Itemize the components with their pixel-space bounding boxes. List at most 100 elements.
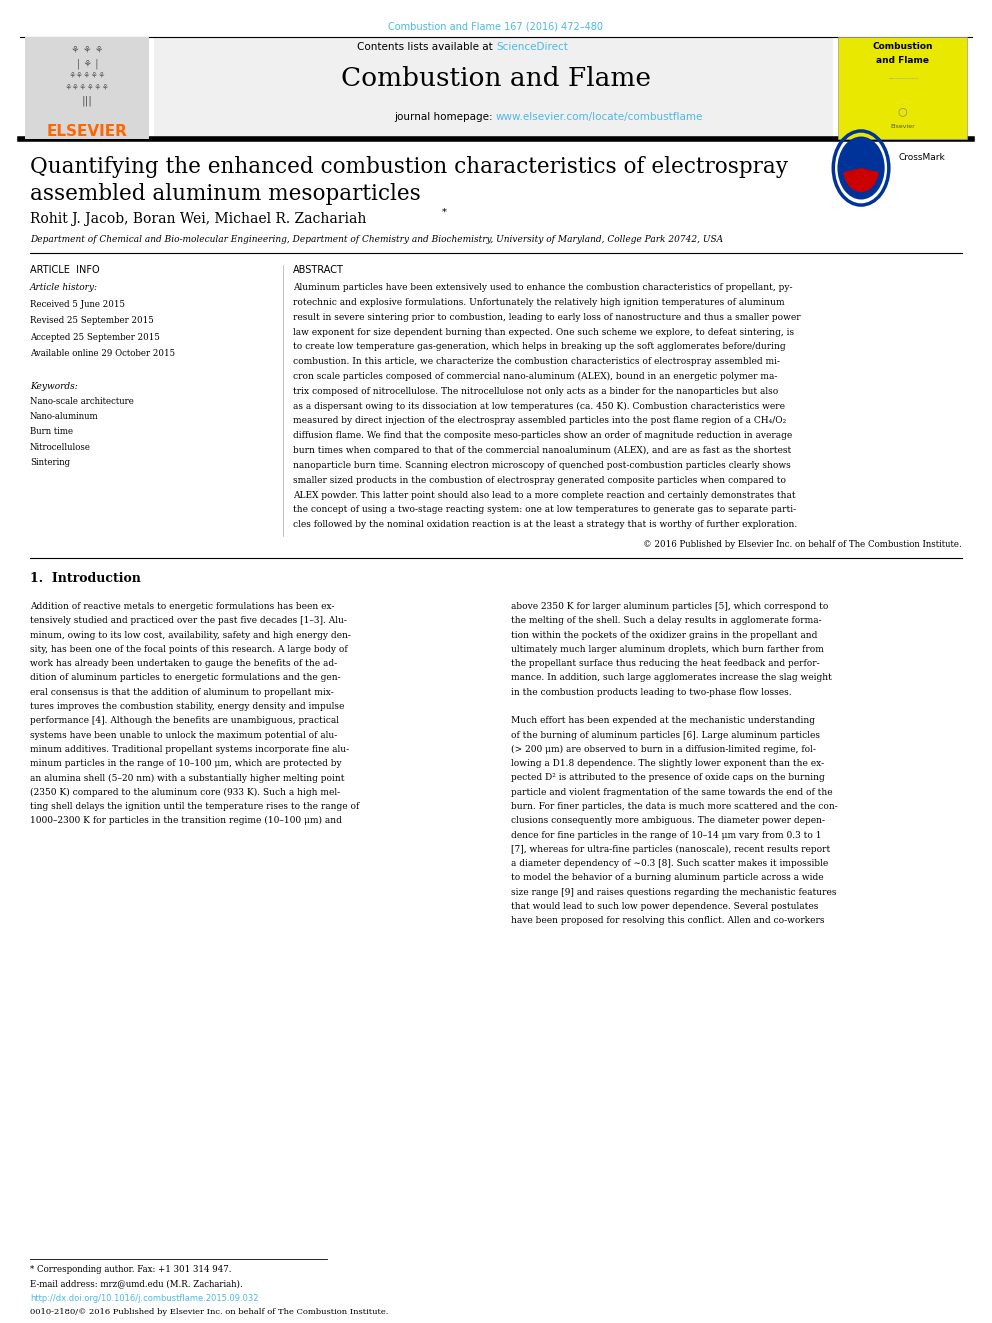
Text: in the combustion products leading to two-phase flow losses.: in the combustion products leading to tw… [511, 688, 792, 697]
Text: ○: ○ [891, 106, 915, 116]
Text: work has already been undertaken to gauge the benefits of the ad-: work has already been undertaken to gaug… [30, 659, 337, 668]
Text: ELSEVIER: ELSEVIER [47, 124, 128, 139]
Text: www.elsevier.com/locate/combustflame: www.elsevier.com/locate/combustflame [496, 112, 703, 123]
Text: performance [4]. Although the benefits are unambiguous, practical: performance [4]. Although the benefits a… [30, 716, 338, 725]
Text: 1.  Introduction: 1. Introduction [30, 572, 141, 585]
Text: lowing a D1.8 dependence. The slightly lower exponent than the ex-: lowing a D1.8 dependence. The slightly l… [511, 759, 824, 769]
Text: * Corresponding author. Fax: +1 301 314 947.: * Corresponding author. Fax: +1 301 314 … [30, 1265, 231, 1274]
Text: eral consensus is that the addition of aluminum to propellant mix-: eral consensus is that the addition of a… [30, 688, 333, 697]
Text: above 2350 K for larger aluminum particles [5], which correspond to: above 2350 K for larger aluminum particl… [511, 602, 828, 611]
Text: dence for fine particles in the range of 10–14 μm vary from 0.3 to 1: dence for fine particles in the range of… [511, 831, 821, 840]
Text: (> 200 μm) are observed to burn in a diffusion-limited regime, fol-: (> 200 μm) are observed to burn in a dif… [511, 745, 815, 754]
Text: Revised 25 September 2015: Revised 25 September 2015 [30, 316, 154, 325]
Text: and Flame: and Flame [876, 56, 930, 65]
Text: mance. In addition, such large agglomerates increase the slag weight: mance. In addition, such large agglomera… [511, 673, 831, 683]
Text: Keywords:: Keywords: [30, 381, 77, 390]
Text: the propellant surface thus reducing the heat feedback and perfor-: the propellant surface thus reducing the… [511, 659, 819, 668]
Text: sity, has been one of the focal points of this research. A large body of: sity, has been one of the focal points o… [30, 644, 347, 654]
Text: the concept of using a two-stage reacting system: one at low temperatures to gen: the concept of using a two-stage reactin… [293, 505, 796, 515]
Text: Nitrocellulose: Nitrocellulose [30, 442, 90, 451]
Text: Nano-scale architecture: Nano-scale architecture [30, 397, 134, 406]
Text: ARTICLE  INFO: ARTICLE INFO [30, 265, 99, 275]
FancyBboxPatch shape [154, 37, 833, 139]
Text: particle and violent fragmentation of the same towards the end of the: particle and violent fragmentation of th… [511, 787, 832, 796]
Text: diffusion flame. We find that the composite meso-particles show an order of magn: diffusion flame. We find that the compos… [293, 431, 792, 441]
Text: ScienceDirect: ScienceDirect [496, 42, 567, 53]
Text: Contents lists available at: Contents lists available at [357, 42, 496, 53]
Text: combustion. In this article, we characterize the combustion characteristics of e: combustion. In this article, we characte… [293, 357, 780, 366]
Text: © 2016 Published by Elsevier Inc. on behalf of The Combustion Institute.: © 2016 Published by Elsevier Inc. on beh… [644, 540, 962, 549]
Text: burn times when compared to that of the commercial nanoaluminum (ALEX), and are : burn times when compared to that of the … [293, 446, 791, 455]
Text: tensively studied and practiced over the past five decades [1–3]. Alu-: tensively studied and practiced over the… [30, 617, 346, 626]
Wedge shape [843, 168, 879, 192]
Text: Nano-aluminum: Nano-aluminum [30, 413, 98, 421]
Text: pected D² is attributed to the presence of oxide caps on the burning: pected D² is attributed to the presence … [511, 774, 824, 782]
Text: ALEX powder. This latter point should also lead to a more complete reaction and : ALEX powder. This latter point should al… [293, 491, 796, 500]
Text: 1000–2300 K for particles in the transition regime (10–100 μm) and: 1000–2300 K for particles in the transit… [30, 816, 341, 826]
Text: 0010-2180/© 2016 Published by Elsevier Inc. on behalf of The Combustion Institut: 0010-2180/© 2016 Published by Elsevier I… [30, 1308, 388, 1316]
Text: E-mail address: mrz@umd.edu (M.R. Zachariah).: E-mail address: mrz@umd.edu (M.R. Zachar… [30, 1279, 242, 1289]
Text: ⚘⚘⚘⚘⚘: ⚘⚘⚘⚘⚘ [68, 71, 106, 81]
Text: CrossMark: CrossMark [899, 153, 945, 161]
Text: Sintering: Sintering [30, 458, 69, 467]
Text: clusions consequently more ambiguous. The diameter power depen-: clusions consequently more ambiguous. Th… [511, 816, 825, 826]
Text: ⚘⚘⚘⚘⚘⚘: ⚘⚘⚘⚘⚘⚘ [64, 83, 110, 93]
Text: ⚘ ⚘ ⚘: ⚘ ⚘ ⚘ [71, 45, 103, 56]
Text: burn. For finer particles, the data is much more scattered and the con-: burn. For finer particles, the data is m… [511, 802, 837, 811]
Text: as a dispersant owing to its dissociation at low temperatures (ca. 450 K). Combu: as a dispersant owing to its dissociatio… [293, 402, 785, 410]
Text: |||: ||| [82, 95, 92, 106]
Text: tion within the pockets of the oxidizer grains in the propellant and: tion within the pockets of the oxidizer … [511, 631, 817, 639]
Text: Combustion and Flame 167 (2016) 472–480: Combustion and Flame 167 (2016) 472–480 [389, 21, 603, 32]
Text: tures improves the combustion stability, energy density and impulse: tures improves the combustion stability,… [30, 703, 344, 710]
Text: dition of aluminum particles to energetic formulations and the gen-: dition of aluminum particles to energeti… [30, 673, 340, 683]
Text: the melting of the shell. Such a delay results in agglomerate forma-: the melting of the shell. Such a delay r… [511, 617, 821, 626]
Text: Accepted 25 September 2015: Accepted 25 September 2015 [30, 332, 160, 341]
Text: [7], whereas for ultra-fine particles (nanoscale), recent results report: [7], whereas for ultra-fine particles (n… [511, 845, 830, 853]
Text: minum additives. Traditional propellant systems incorporate fine alu-: minum additives. Traditional propellant … [30, 745, 349, 754]
Text: Article history:: Article history: [30, 283, 98, 292]
Text: measured by direct injection of the electrospray assembled particles into the po: measured by direct injection of the elec… [293, 417, 786, 426]
Text: an alumina shell (5–20 nm) with a substantially higher melting point: an alumina shell (5–20 nm) with a substa… [30, 774, 344, 782]
Text: http://dx.doi.org/10.1016/j.combustflame.2015.09.032: http://dx.doi.org/10.1016/j.combustflame… [30, 1294, 258, 1303]
Text: systems have been unable to unlock the maximum potential of alu-: systems have been unable to unlock the m… [30, 730, 337, 740]
Text: ────────────: ──────────── [888, 77, 918, 81]
Text: Combustion and Flame: Combustion and Flame [341, 66, 651, 91]
Text: ultimately much larger aluminum droplets, which burn farther from: ultimately much larger aluminum droplets… [511, 644, 823, 654]
Text: Burn time: Burn time [30, 427, 72, 437]
Text: Quantifying the enhanced combustion characteristics of electrospray: Quantifying the enhanced combustion char… [30, 156, 788, 179]
Text: ABSTRACT: ABSTRACT [293, 265, 343, 275]
Text: Received 5 June 2015: Received 5 June 2015 [30, 299, 125, 308]
Text: journal homepage:: journal homepage: [394, 112, 496, 123]
Text: ting shell delays the ignition until the temperature rises to the range of: ting shell delays the ignition until the… [30, 802, 359, 811]
FancyBboxPatch shape [838, 37, 967, 139]
Text: have been proposed for resolving this conflict. Allen and co-workers: have been proposed for resolving this co… [511, 917, 824, 925]
Text: Rohit J. Jacob, Boran Wei, Michael R. Zachariah: Rohit J. Jacob, Boran Wei, Michael R. Za… [30, 212, 366, 226]
Text: | ⚘ |: | ⚘ | [76, 58, 98, 69]
Circle shape [837, 136, 885, 200]
Text: smaller sized products in the combustion of electrospray generated composite par: smaller sized products in the combustion… [293, 476, 786, 484]
Text: Much effort has been expended at the mechanistic understanding: Much effort has been expended at the mec… [511, 716, 814, 725]
Text: assembled aluminum mesoparticles: assembled aluminum mesoparticles [30, 183, 421, 205]
Text: Elsevier: Elsevier [891, 124, 915, 130]
Text: minum particles in the range of 10–100 μm, which are protected by: minum particles in the range of 10–100 μ… [30, 759, 341, 769]
Text: cron scale particles composed of commercial nano-aluminum (ALEX), bound in an en: cron scale particles composed of commerc… [293, 372, 777, 381]
Text: of the burning of aluminum particles [6]. Large aluminum particles: of the burning of aluminum particles [6]… [511, 730, 819, 740]
Text: a diameter dependency of ∼0.3 [8]. Such scatter makes it impossible: a diameter dependency of ∼0.3 [8]. Such … [511, 859, 828, 868]
Text: Available online 29 October 2015: Available online 29 October 2015 [30, 349, 175, 359]
Text: cles followed by the nominal oxidation reaction is at the least a strategy that : cles followed by the nominal oxidation r… [293, 520, 797, 529]
Text: (2350 K) compared to the aluminum core (933 K). Such a high mel-: (2350 K) compared to the aluminum core (… [30, 787, 340, 796]
Text: rotechnic and explosive formulations. Unfortunately the relatively high ignition: rotechnic and explosive formulations. Un… [293, 298, 785, 307]
Text: law exponent for size dependent burning than expected. One such scheme we explor: law exponent for size dependent burning … [293, 328, 794, 336]
FancyBboxPatch shape [25, 37, 149, 139]
Text: Addition of reactive metals to energetic formulations has been ex-: Addition of reactive metals to energetic… [30, 602, 334, 611]
Text: nanoparticle burn time. Scanning electron microscopy of quenched post-combustion: nanoparticle burn time. Scanning electro… [293, 460, 791, 470]
Text: minum, owing to its low cost, availability, safety and high energy den-: minum, owing to its low cost, availabili… [30, 631, 350, 639]
Text: trix composed of nitrocellulose. The nitrocellulose not only acts as a binder fo: trix composed of nitrocellulose. The nit… [293, 386, 778, 396]
Text: Combustion: Combustion [873, 42, 932, 52]
Text: *: * [441, 208, 446, 217]
Text: result in severe sintering prior to combustion, leading to early loss of nanostr: result in severe sintering prior to comb… [293, 312, 801, 321]
Text: Aluminum particles have been extensively used to enhance the combustion characte: Aluminum particles have been extensively… [293, 283, 793, 292]
Text: that would lead to such low power dependence. Several postulates: that would lead to such low power depend… [511, 902, 818, 912]
Text: to model the behavior of a burning aluminum particle across a wide: to model the behavior of a burning alumi… [511, 873, 823, 882]
Text: size range [9] and raises questions regarding the mechanistic features: size range [9] and raises questions rega… [511, 888, 836, 897]
